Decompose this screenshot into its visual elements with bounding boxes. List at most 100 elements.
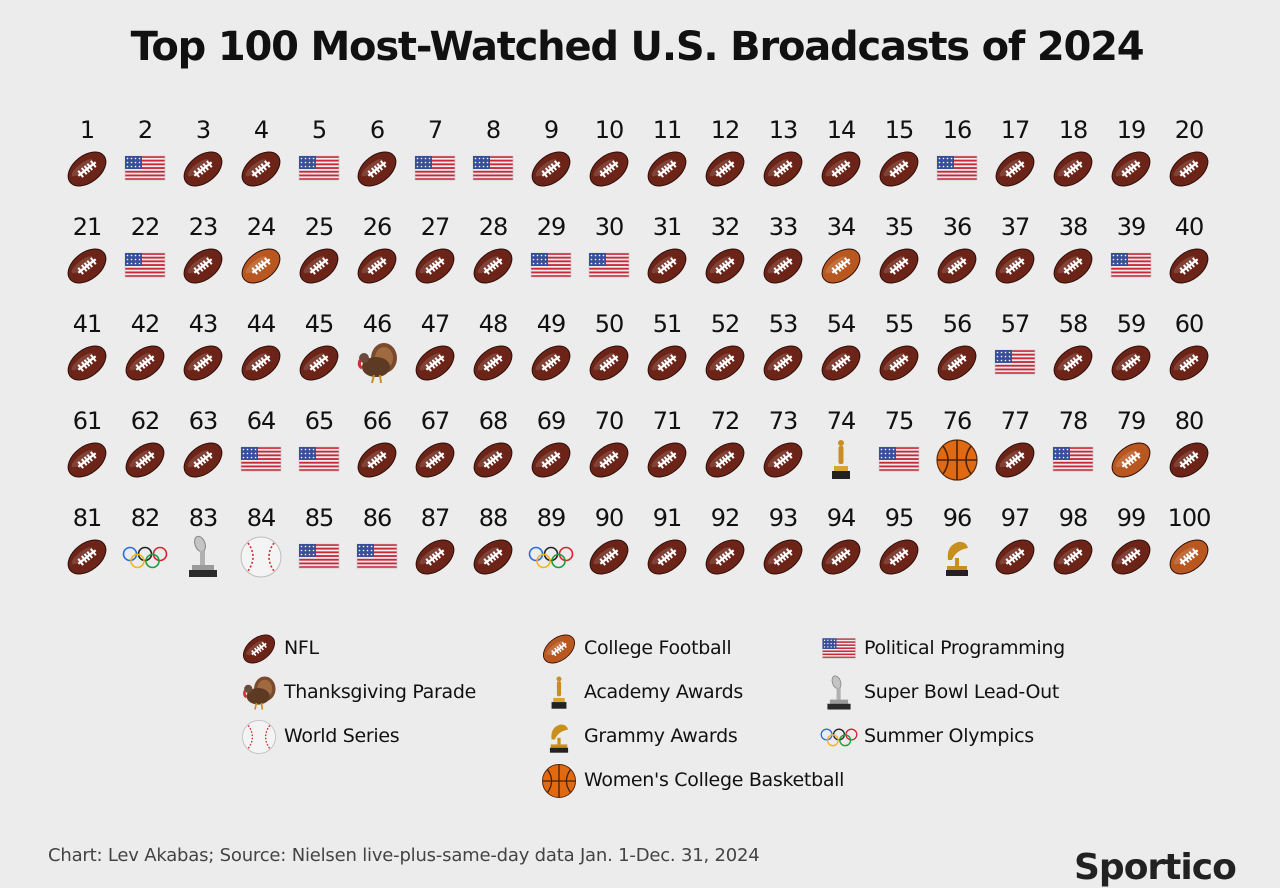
football-icon bbox=[240, 630, 278, 668]
rank-cell: 55 bbox=[870, 308, 928, 405]
rank-label: 68 bbox=[478, 407, 509, 435]
rank-cell: 52 bbox=[696, 308, 754, 405]
rank-cell: 19 bbox=[1102, 114, 1160, 211]
rank-cell: 51 bbox=[638, 308, 696, 405]
rank-cell: 91 bbox=[638, 502, 696, 599]
legend-label: Super Bowl Lead-Out bbox=[864, 681, 1059, 703]
us-flag-icon bbox=[412, 146, 458, 192]
football-icon bbox=[180, 243, 226, 289]
rank-label: 15 bbox=[884, 116, 915, 144]
rank-cell: 23 bbox=[174, 211, 232, 308]
football-icon bbox=[1166, 437, 1212, 483]
rank-label: 89 bbox=[536, 504, 567, 532]
rank-cell: 59 bbox=[1102, 308, 1160, 405]
rank-label: 98 bbox=[1058, 504, 1089, 532]
rank-cell: 35 bbox=[870, 211, 928, 308]
legend-label: Grammy Awards bbox=[584, 725, 738, 747]
rank-label: 33 bbox=[768, 213, 799, 241]
rank-cell: 87 bbox=[406, 502, 464, 599]
rank-label: 82 bbox=[130, 504, 161, 532]
rank-cell: 17 bbox=[986, 114, 1044, 211]
rank-cell: 80 bbox=[1160, 405, 1218, 502]
rank-label: 51 bbox=[652, 310, 683, 338]
rank-label: 28 bbox=[478, 213, 509, 241]
rank-cell: 29 bbox=[522, 211, 580, 308]
rank-label: 26 bbox=[362, 213, 393, 241]
rank-label: 40 bbox=[1174, 213, 1205, 241]
rank-row: 61 62 63 64 65 66 67 68 69 70 71 72 73 74 75 76 77 78 79 80 bbox=[58, 405, 1222, 502]
legend-label: World Series bbox=[284, 725, 400, 747]
football-icon bbox=[64, 534, 110, 580]
rank-label: 1 bbox=[79, 116, 95, 144]
rank-label: 96 bbox=[942, 504, 973, 532]
football-icon bbox=[934, 340, 980, 386]
rank-cell: 22 bbox=[116, 211, 174, 308]
rank-cell: 72 bbox=[696, 405, 754, 502]
rank-cell: 83 bbox=[174, 502, 232, 599]
rank-label: 48 bbox=[478, 310, 509, 338]
football-icon bbox=[180, 340, 226, 386]
trophy-icon bbox=[180, 534, 226, 580]
rank-label: 84 bbox=[246, 504, 277, 532]
football-icon bbox=[296, 340, 342, 386]
rank-label: 8 bbox=[485, 116, 501, 144]
us-flag-icon bbox=[934, 146, 980, 192]
football-icon bbox=[702, 534, 748, 580]
rank-cell: 30 bbox=[580, 211, 638, 308]
rank-label: 29 bbox=[536, 213, 567, 241]
rank-label: 32 bbox=[710, 213, 741, 241]
rank-label: 4 bbox=[253, 116, 269, 144]
rank-label: 97 bbox=[1000, 504, 1031, 532]
rank-cell: 40 bbox=[1160, 211, 1218, 308]
rank-cell: 44 bbox=[232, 308, 290, 405]
football-icon bbox=[760, 534, 806, 580]
rank-label: 44 bbox=[246, 310, 277, 338]
rank-label: 45 bbox=[304, 310, 335, 338]
football-icon bbox=[760, 146, 806, 192]
rank-label: 23 bbox=[188, 213, 219, 241]
football-icon bbox=[412, 437, 458, 483]
rank-label: 24 bbox=[246, 213, 277, 241]
rank-label: 79 bbox=[1116, 407, 1147, 435]
rank-cell: 50 bbox=[580, 308, 638, 405]
football-icon bbox=[934, 243, 980, 289]
rank-label: 58 bbox=[1058, 310, 1089, 338]
rank-label: 80 bbox=[1174, 407, 1205, 435]
football-icon bbox=[354, 243, 400, 289]
rank-label: 31 bbox=[652, 213, 683, 241]
rank-label: 56 bbox=[942, 310, 973, 338]
rank-label: 47 bbox=[420, 310, 451, 338]
rank-cell: 45 bbox=[290, 308, 348, 405]
olympic-rings-icon bbox=[122, 534, 168, 580]
rank-cell: 96 bbox=[928, 502, 986, 599]
rank-label: 7 bbox=[427, 116, 443, 144]
rank-label: 10 bbox=[594, 116, 625, 144]
rank-row: 1 2 3 4 5 6 7 8 9 10 11 12 13 14 15 16 17 18 19 20 bbox=[58, 114, 1222, 211]
rank-label: 55 bbox=[884, 310, 915, 338]
rank-cell: 84 bbox=[232, 502, 290, 599]
legend-label: Political Programming bbox=[864, 637, 1065, 659]
rank-cell: 15 bbox=[870, 114, 928, 211]
us-flag-icon bbox=[876, 437, 922, 483]
source-note: Chart: Lev Akabas; Source: Nielsen live-… bbox=[48, 845, 760, 866]
legend-label: Academy Awards bbox=[584, 681, 743, 703]
oscar-icon bbox=[818, 437, 864, 483]
football-icon bbox=[1108, 534, 1154, 580]
us-flag-icon bbox=[296, 534, 342, 580]
us-flag-icon bbox=[122, 146, 168, 192]
grammy-icon bbox=[540, 718, 578, 756]
rank-cell: 27 bbox=[406, 211, 464, 308]
rank-label: 63 bbox=[188, 407, 219, 435]
football-icon bbox=[702, 437, 748, 483]
rank-row: 81 82 83 84 85 86 87 88 89 90 91 92 93 94 95 96 97 98 99 10… bbox=[58, 502, 1222, 599]
publisher-logo: Sportico bbox=[1074, 847, 1237, 888]
rank-cell: 11 bbox=[638, 114, 696, 211]
football-icon bbox=[644, 437, 690, 483]
rank-cell: 32 bbox=[696, 211, 754, 308]
rank-cell: 90 bbox=[580, 502, 638, 599]
rank-label: 3 bbox=[195, 116, 211, 144]
rank-cell: 78 bbox=[1044, 405, 1102, 502]
rank-cell: 7 bbox=[406, 114, 464, 211]
rank-cell: 73 bbox=[754, 405, 812, 502]
rank-label: 75 bbox=[884, 407, 915, 435]
